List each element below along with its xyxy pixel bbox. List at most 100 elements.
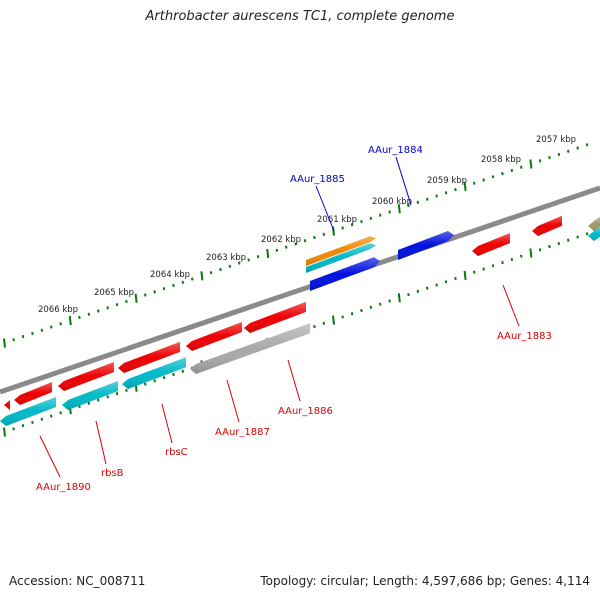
reverse-tick [21, 424, 25, 428]
reverse-tick [153, 379, 156, 383]
reverse-tick [407, 292, 410, 297]
forward-tick [144, 293, 147, 297]
gene-arrow-shade [186, 321, 242, 351]
reverse-tick [97, 398, 100, 402]
kbp-label: 2062 kbp [261, 235, 301, 245]
reverse-tick [463, 270, 467, 281]
forward-tick [360, 219, 363, 224]
gene-label-leader [95, 420, 107, 465]
reverse-tick [538, 248, 542, 252]
gene-arrow-shade [398, 230, 454, 260]
reverse-tick [322, 321, 326, 325]
forward-tick [463, 181, 467, 192]
forward-tick [473, 181, 476, 185]
forward-tick [134, 293, 138, 303]
gene-arrow-shade [0, 396, 56, 426]
reverse-tick [369, 305, 373, 309]
reverse-tick [50, 414, 53, 418]
forward-tick [3, 338, 6, 348]
forward-tick [303, 239, 307, 243]
forward-tick [576, 146, 579, 150]
forward-tick [341, 226, 344, 230]
gene-arrow-shade [122, 357, 186, 389]
gene-label: AAur_1887 [215, 427, 270, 438]
feature-track [0, 215, 600, 426]
forward-tick [40, 328, 44, 332]
forward-tick [369, 216, 373, 220]
forward-tick [444, 191, 448, 195]
reverse-tick [360, 308, 363, 313]
gene-label: AAur_1884 [368, 145, 423, 156]
forward-tick [538, 159, 542, 163]
forward-tick [266, 248, 270, 259]
forward-tick [162, 287, 166, 291]
gene-label-leader [395, 156, 412, 206]
gene-arrow-shade [4, 397, 10, 410]
reverse-tick [172, 372, 175, 377]
forward-tick [219, 267, 222, 272]
reverse-tick [332, 315, 335, 325]
reverse-tick [313, 324, 316, 329]
forward-tick [247, 258, 250, 262]
kbp-label: 2060 kbp [372, 197, 412, 207]
kbp-label: 2059 kbp [427, 176, 467, 186]
reverse-tick [379, 302, 382, 306]
forward-tick [322, 232, 326, 236]
forward-tick [529, 159, 533, 169]
gene-arrow-shade [588, 216, 600, 231]
forward-tick [285, 245, 288, 249]
reverse-tick [181, 369, 185, 373]
reverse-tick [31, 420, 34, 424]
reverse-tick [397, 293, 401, 303]
forward-tick [491, 175, 495, 179]
reverse-tick [567, 238, 570, 242]
reverse-tick [416, 289, 420, 293]
kbp-label-group: 2057 kbp 2058 kbp 2059 kbp 2060 kbp 2061 kbp… [38, 135, 576, 315]
gene-label-leader [502, 284, 520, 327]
gene-label: rbsB [101, 468, 124, 479]
gene-arrow-shade [306, 243, 376, 273]
genome-backbone [0, 185, 600, 395]
gene-label: AAur_1885 [290, 174, 345, 185]
reverse-tick [529, 248, 533, 258]
reverse-tick [444, 280, 448, 284]
reverse-tick [12, 427, 15, 431]
forward-tick [191, 277, 194, 281]
forward-tick [228, 264, 232, 268]
reverse-tick [106, 395, 109, 399]
forward-tick [209, 271, 213, 275]
kbp-label: 2061 kbp [317, 215, 357, 225]
forward-tick [153, 290, 156, 294]
forward-tick [548, 156, 551, 160]
gene-label-leader [226, 379, 240, 423]
kbp-label: 2063 kbp [206, 253, 246, 263]
kbp-label: 2065 kbp [94, 288, 134, 298]
reverse-tick [426, 286, 429, 290]
reverse-tick [501, 261, 504, 265]
forward-tick [435, 194, 438, 198]
forward-tick [454, 188, 457, 192]
reverse-tick [585, 232, 589, 236]
gene-arrow-shade [588, 226, 600, 241]
forward-tick [520, 165, 523, 169]
forward-tick [125, 299, 128, 304]
reverse-tick [473, 270, 476, 274]
forward-tick [78, 315, 81, 320]
accession-text: Accession: NC_008711 [9, 574, 146, 588]
forward-tick [106, 306, 109, 310]
forward-tick [407, 203, 410, 208]
reverse-tick [59, 411, 62, 415]
kbp-label: 2066 kbp [38, 305, 78, 315]
map-title: Arthrobacter aurescens TC1, complete gen… [145, 9, 455, 24]
reverse-tick [3, 427, 6, 437]
reverse-tick [87, 401, 91, 405]
reverse-tick [125, 388, 128, 393]
gene-arrow-shade [472, 233, 510, 256]
forward-tick [172, 283, 175, 288]
forward-tick [68, 316, 72, 326]
forward-tick [567, 149, 570, 153]
gene-label: AAur_1883 [497, 331, 552, 342]
gene-label: AAur_1890 [36, 482, 91, 493]
gene-arrow-shade [244, 301, 306, 333]
gene-arrow-shade [190, 323, 310, 374]
